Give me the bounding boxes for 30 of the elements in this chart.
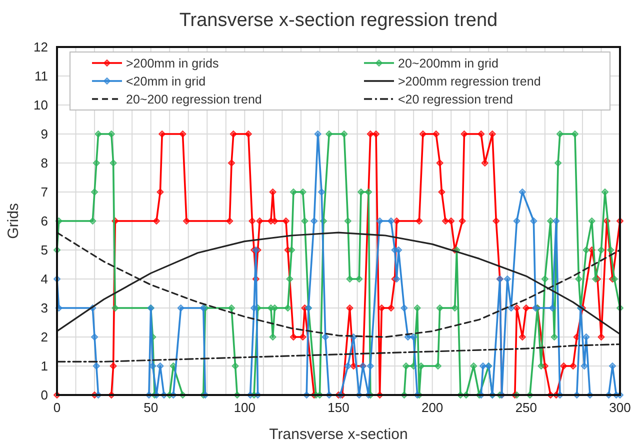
y-tick-label: 5 (40, 242, 48, 258)
chart-title: Transverse x-section regression trend (179, 10, 498, 31)
y-tick-label: 7 (40, 184, 48, 200)
legend-label: <20 regression trend (398, 92, 514, 106)
y-tick-label: 12 (34, 40, 48, 54)
y-tick-label: 4 (40, 272, 48, 286)
x-tick-label: 50 (144, 400, 158, 415)
x-tick-label: 0 (53, 400, 61, 415)
y-tick-label: 11 (34, 68, 48, 84)
y-tick-label: 9 (40, 126, 48, 142)
y-tick-label: 3 (40, 300, 48, 316)
x-tick-label: 200 (421, 400, 444, 415)
y-tick-label: 1 (40, 358, 48, 374)
y-axis-title: Grids (5, 203, 22, 239)
legend-label: >200mm in grids (126, 56, 219, 70)
x-tick-label: 250 (515, 400, 538, 415)
y-tick-label: 6 (40, 214, 48, 228)
x-axis-title: Transverse x-section (269, 426, 408, 443)
y-tick-label: 2 (40, 330, 48, 344)
legend-label: >200mm regression trend (398, 74, 541, 88)
x-tick-label: 150 (328, 400, 350, 415)
x-tick-label: 100 (234, 400, 256, 415)
y-tick-label: 8 (40, 156, 48, 170)
legend-label: 20~200mm in grid (398, 56, 498, 70)
line-series (56, 343, 621, 362)
x-tick-label: 300 (609, 400, 631, 415)
legend-label: 20~200 regression trend (126, 92, 262, 106)
legend-label: <20mm in grid (126, 74, 206, 88)
y-tick-label: 0 (40, 388, 48, 402)
y-tick-label: 10 (34, 98, 48, 112)
